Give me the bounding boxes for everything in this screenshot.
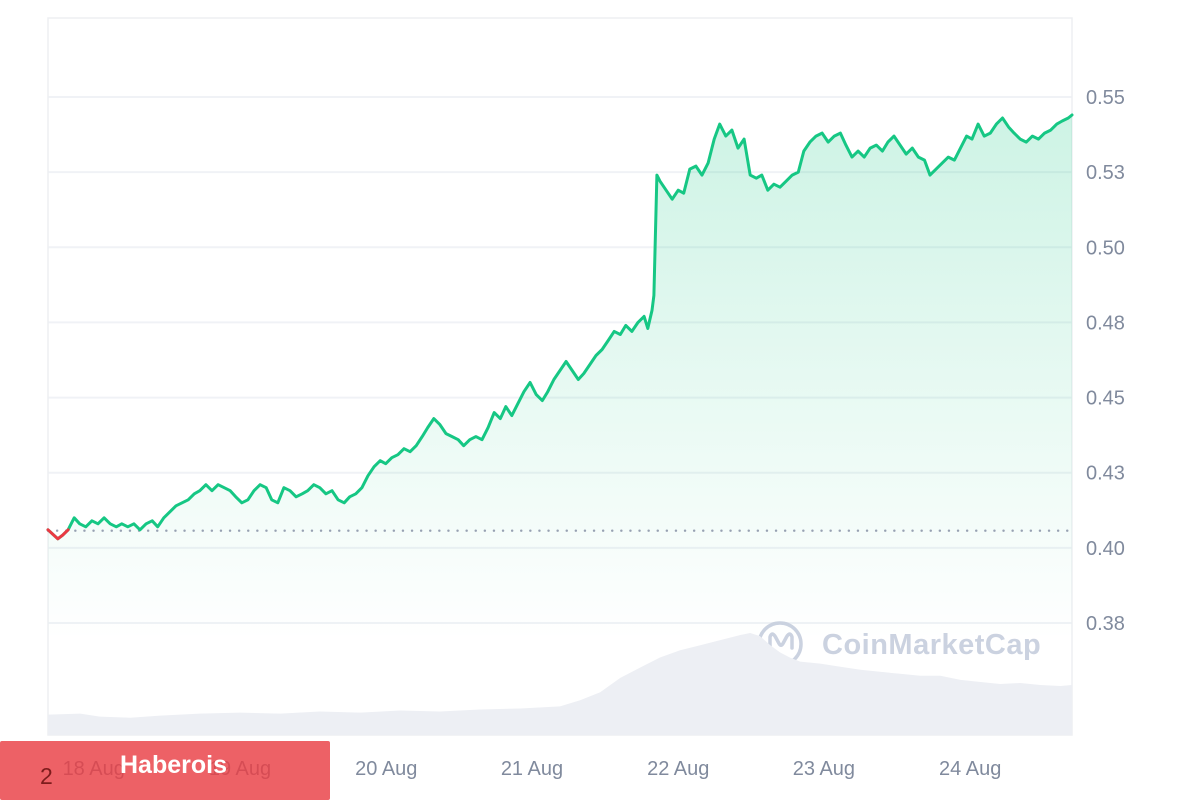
x-axis-tick-label: 24 Aug: [939, 758, 1001, 780]
x-axis-tick-label: 23 Aug: [793, 758, 855, 780]
haberois-highlight-overlay[interactable]: Haberois: [0, 741, 330, 800]
y-axis-tick-label: 0.53: [1086, 162, 1125, 184]
x-axis-tick-label: 20 Aug: [355, 758, 417, 780]
y-axis-tick-label: 0.45: [1086, 388, 1125, 410]
y-axis-tick-label: 0.55: [1086, 87, 1125, 109]
page-number: 2: [40, 763, 53, 789]
x-axis-tick-label: 22 Aug: [647, 758, 709, 780]
y-axis-tick-label: 0.48: [1086, 312, 1125, 334]
price-line-below-reference: [46, 528, 70, 541]
haberois-label: Haberois: [120, 751, 227, 779]
x-axis-tick-label: 21 Aug: [501, 758, 563, 780]
y-axis-tick-label: 0.50: [1086, 237, 1125, 259]
price-line: [46, 113, 1074, 541]
y-axis-tick-label: 0.38: [1086, 613, 1125, 635]
price-area-fill: [48, 115, 1072, 735]
y-axis-tick-label: 0.40: [1086, 538, 1125, 560]
y-axis-tick-label: 0.43: [1086, 463, 1125, 485]
